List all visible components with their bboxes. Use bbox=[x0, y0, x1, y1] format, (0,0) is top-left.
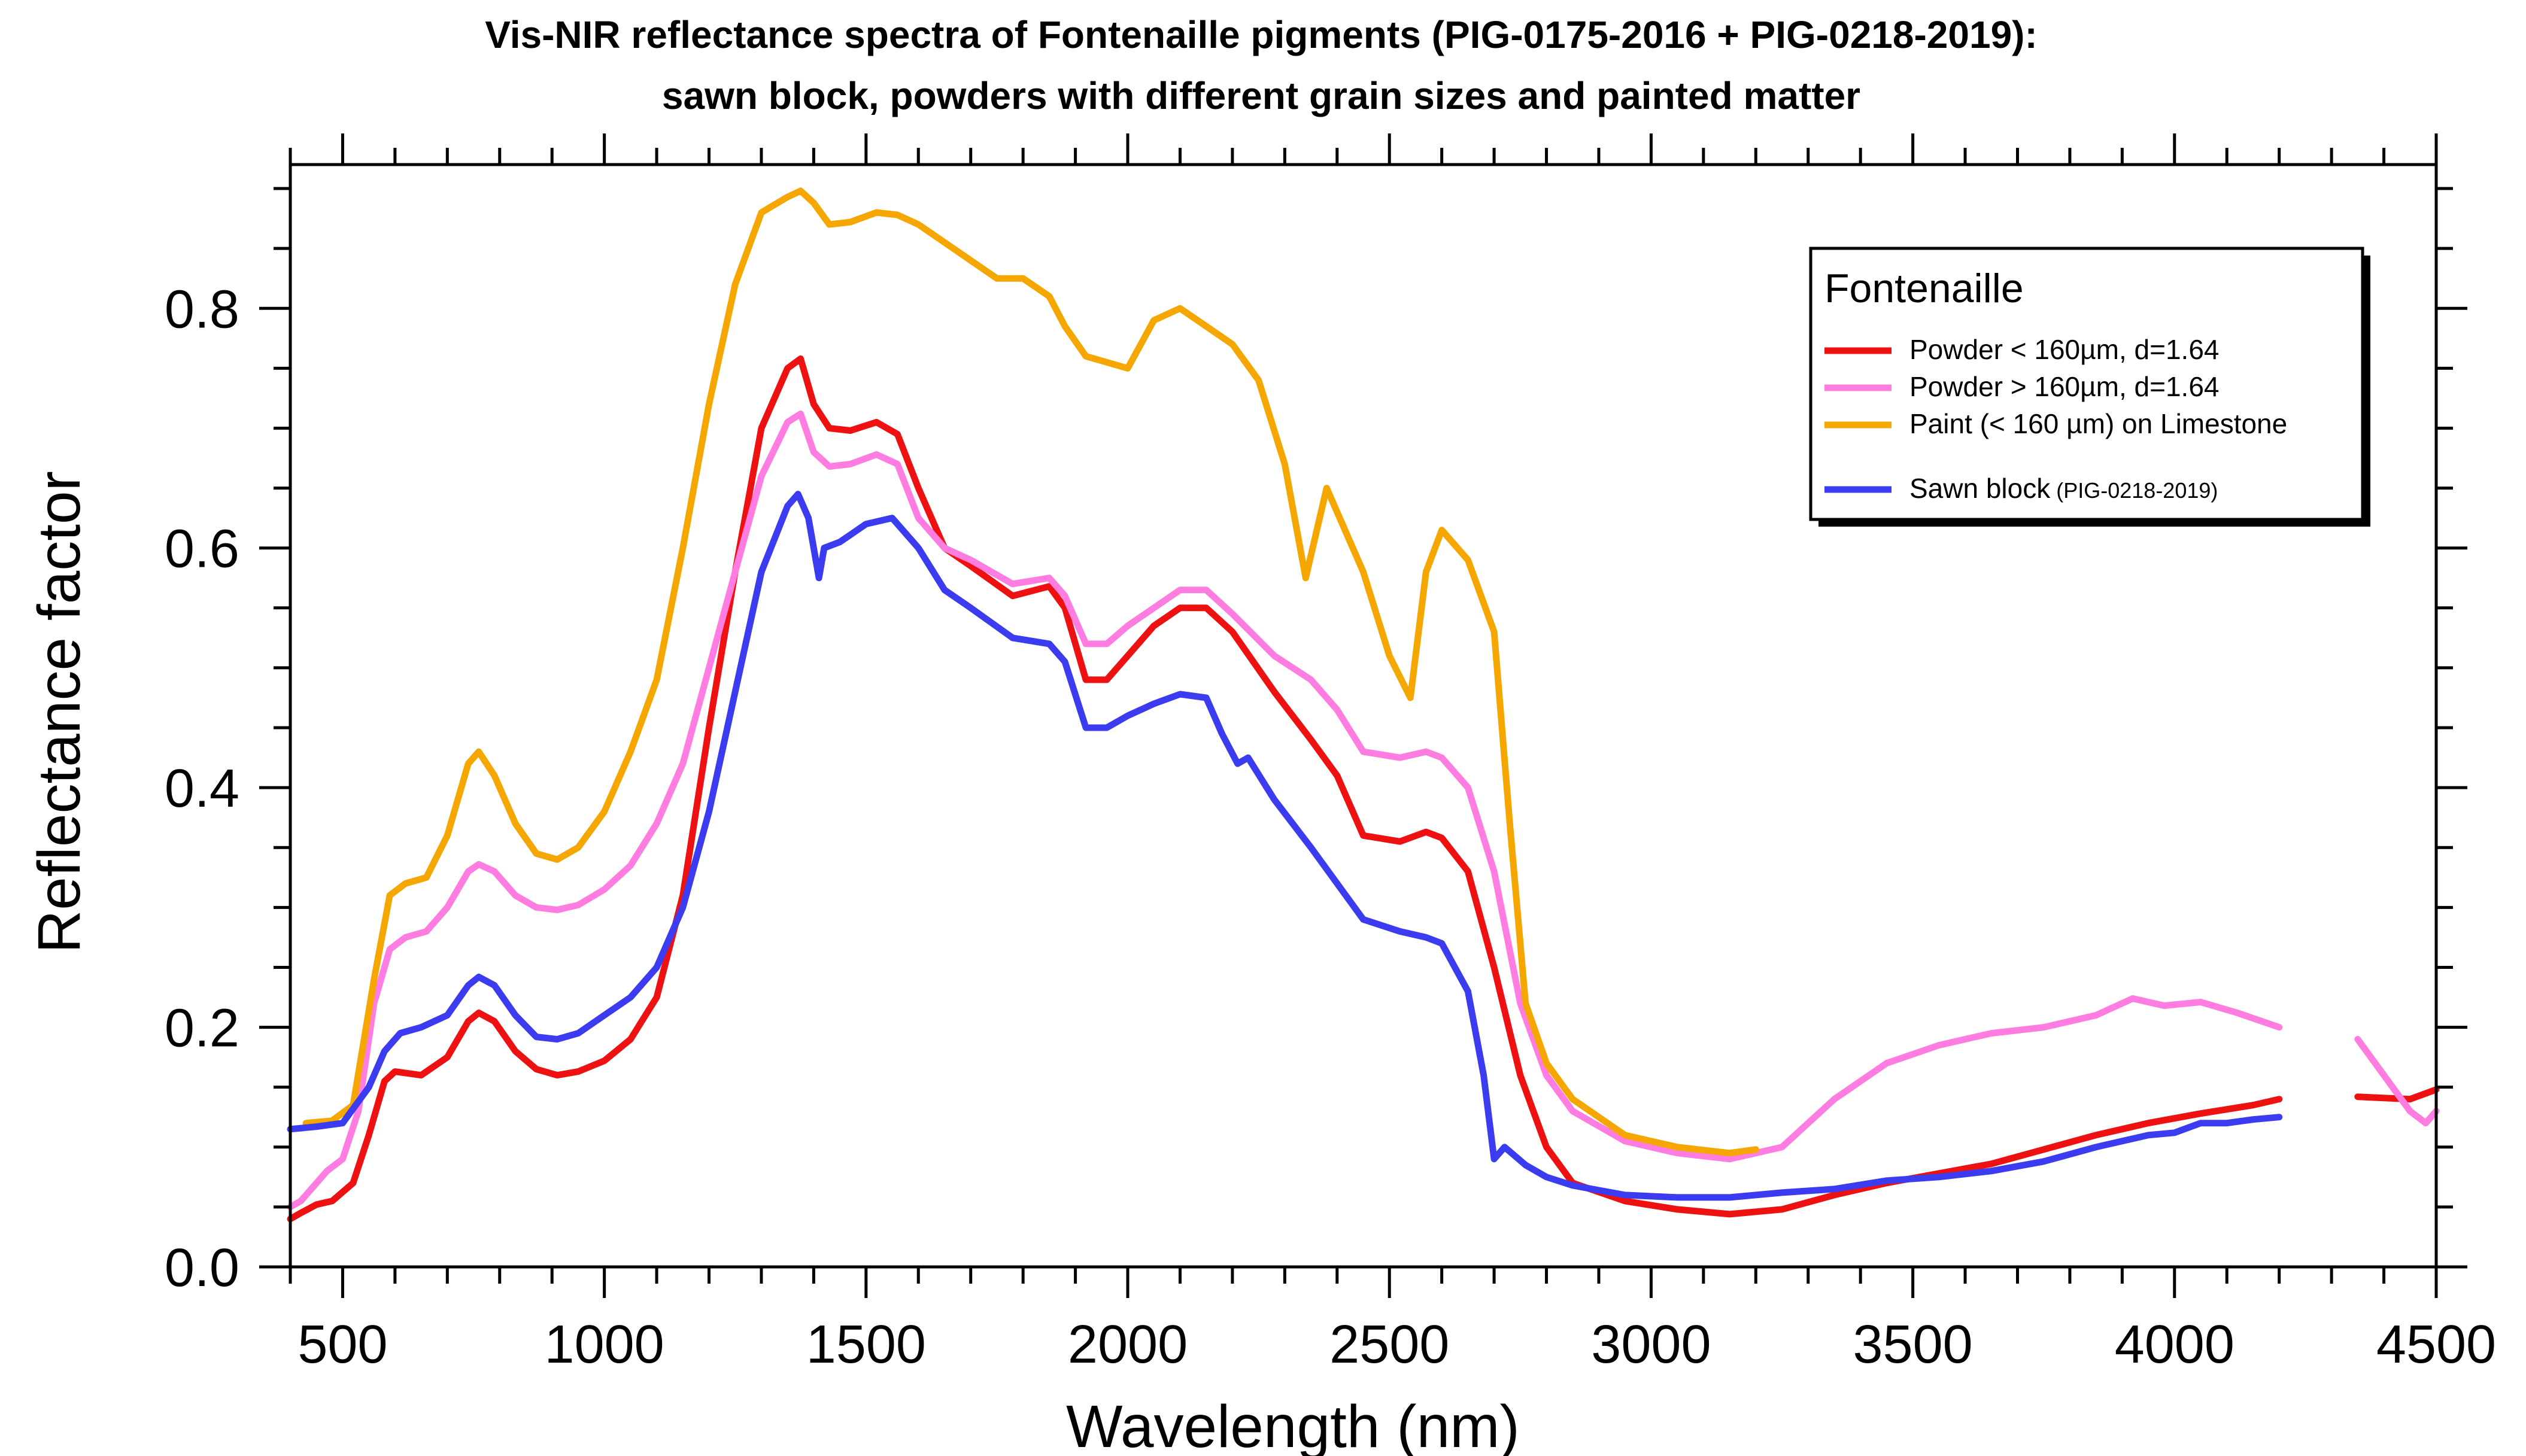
x-tick-label-1000: 1000 bbox=[545, 1315, 664, 1375]
x-tick-label-4000: 4000 bbox=[2115, 1315, 2234, 1375]
x-tick-label-500: 500 bbox=[297, 1315, 387, 1375]
x-axis-title: Wavelength (nm) bbox=[1066, 1393, 1520, 1456]
x-tick-label-3000: 3000 bbox=[1591, 1315, 1711, 1375]
x-tick-label-4500: 4500 bbox=[2376, 1315, 2496, 1375]
legend-label-1: Powder > 160µm, d=1.64 bbox=[1909, 371, 2220, 402]
legend: Fontenaille Powder < 160µm, d=1.64Powder… bbox=[1809, 247, 2370, 527]
legend-label-2: Paint (< 160 µm) on Limestone bbox=[1909, 408, 2287, 439]
x-tick-label-2500: 2500 bbox=[1329, 1315, 1449, 1375]
series-layer bbox=[287, 187, 2440, 1223]
x-tick-label-1500: 1500 bbox=[806, 1315, 926, 1375]
x-tick-label-3500: 3500 bbox=[1853, 1315, 1973, 1375]
series-line-0-segment-1 bbox=[2354, 1086, 2440, 1103]
y-tick-label-4: 0.8 bbox=[165, 279, 239, 339]
y-tick-label-3: 0.6 bbox=[165, 519, 239, 579]
chart-title-line-1: Vis-NIR reflectance spectra of Fontenail… bbox=[485, 13, 2038, 56]
x-tick-label-2000: 2000 bbox=[1068, 1315, 1188, 1375]
series-line-1-segment-1 bbox=[2354, 1036, 2440, 1127]
y-tick-label-2: 0.4 bbox=[165, 759, 239, 819]
legend-entries: Powder < 160µm, d=1.64 Powder > 160µm, d=… bbox=[1824, 334, 2287, 504]
y-tick-label-1: 0.2 bbox=[165, 999, 239, 1059]
ticks-layer bbox=[259, 133, 2467, 1298]
y-axis-title: Reflectance factor bbox=[26, 471, 93, 953]
plot-frame bbox=[289, 163, 2438, 1269]
legend-label-0: Powder < 160µm, d=1.64 bbox=[1909, 334, 2220, 365]
legend-title: Fontenaille bbox=[1824, 266, 2024, 311]
y-tick-label-0: 0.0 bbox=[165, 1238, 239, 1298]
series-line-1-segment-0 bbox=[287, 411, 2283, 1211]
series-line-2-segment-0 bbox=[302, 187, 1759, 1157]
series-line-0-segment-0 bbox=[287, 355, 2283, 1223]
chart-title-line-2: sawn block, powders with different grain… bbox=[662, 74, 1860, 117]
legend-label-3-suffix: (PIG-0218-2019) bbox=[2050, 478, 2218, 503]
legend-box bbox=[1809, 247, 2364, 521]
series-line-3-segment-0 bbox=[287, 491, 2283, 1201]
legend-label-3: Sawn block (PIG-0218-2019) bbox=[1909, 473, 2218, 504]
tick-labels-layer: 500 1000 1500 2000 2500 3000 3500 4000 4500 0.0 0.… bbox=[165, 279, 2496, 1375]
